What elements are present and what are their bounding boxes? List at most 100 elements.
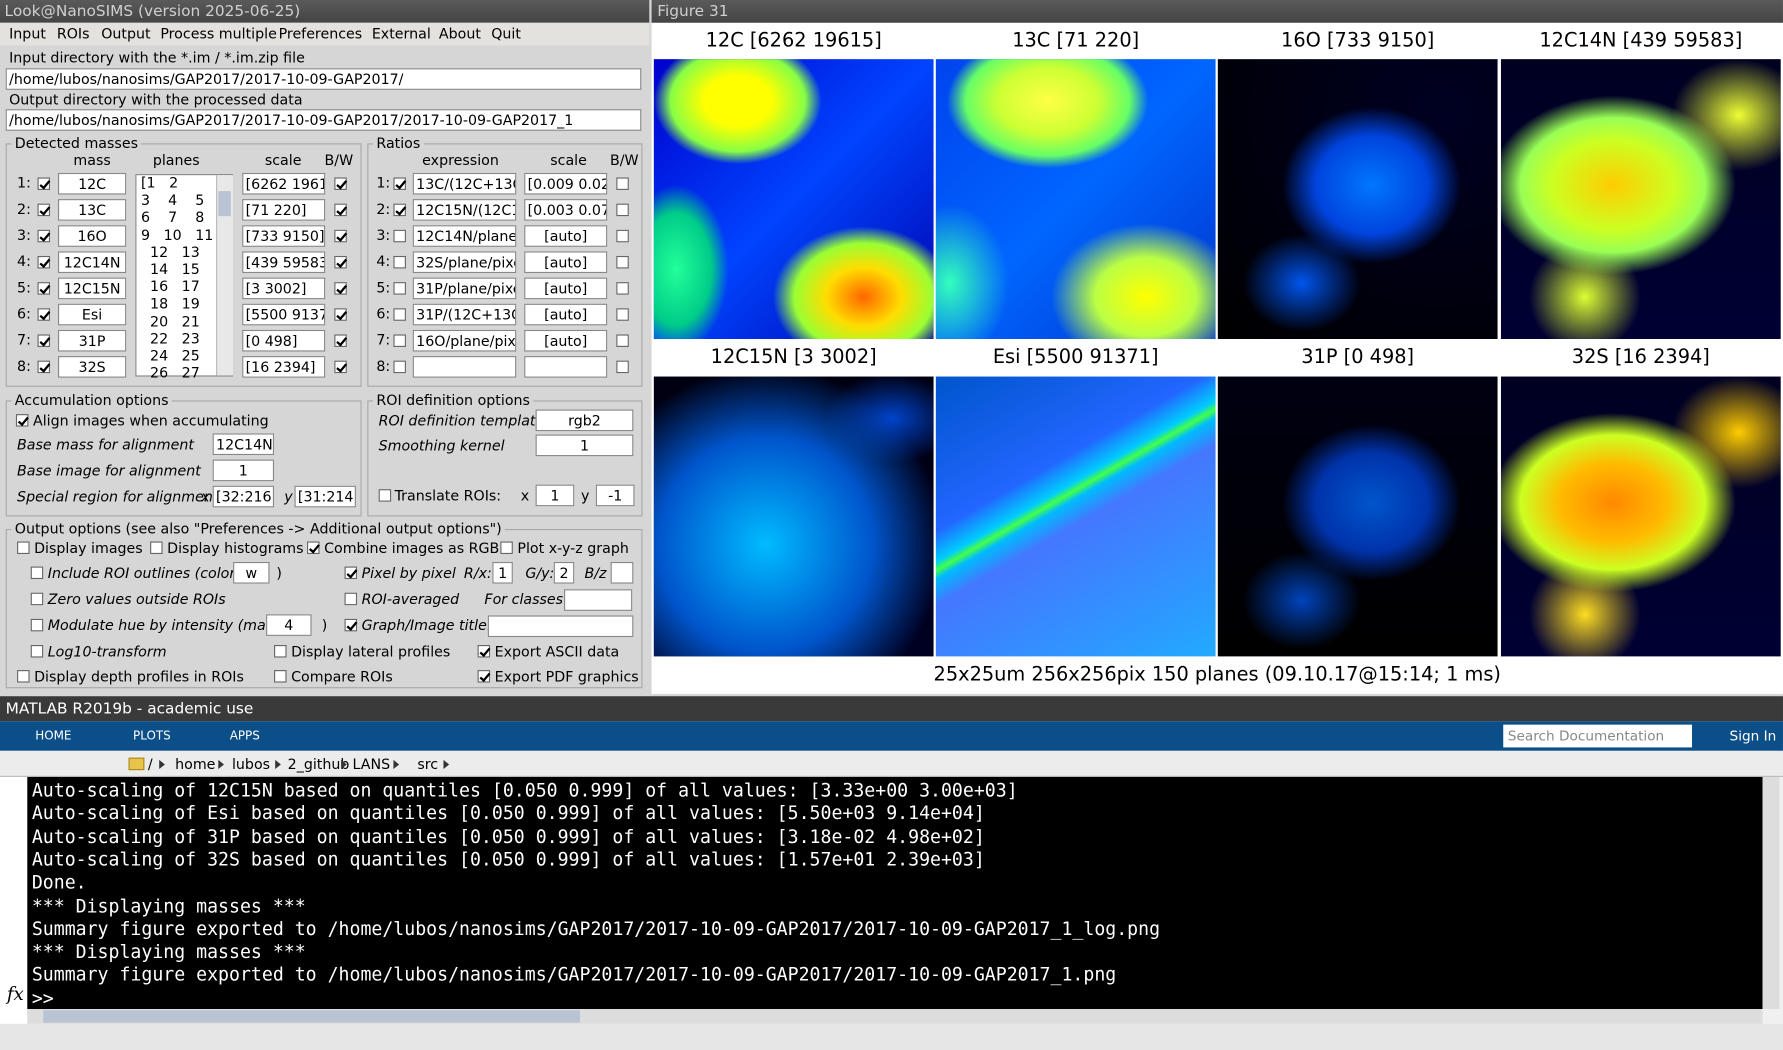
checkbox[interactable] (17, 541, 30, 555)
checkbox[interactable] (334, 229, 347, 243)
menu-item[interactable]: Process multiple (160, 25, 277, 43)
text-field[interactable]: 12C (57, 172, 127, 195)
text-field[interactable]: [733 9150] (242, 225, 326, 247)
checkbox[interactable] (30, 592, 44, 606)
text-field[interactable]: 31P/(12C+13C) (412, 303, 517, 326)
text-field[interactable]: 13C/(12C+13C) (412, 172, 517, 195)
text-field[interactable]: [auto] (524, 251, 608, 274)
text-field[interactable]: 1 (212, 459, 275, 482)
text-field[interactable]: 32S/plane/pixel (412, 251, 517, 274)
checkbox[interactable] (393, 282, 406, 295)
checkbox[interactable] (393, 334, 406, 347)
text-field[interactable]: [auto] (524, 277, 608, 300)
checkbox[interactable] (393, 229, 406, 243)
checkbox[interactable] (37, 282, 51, 295)
checkbox[interactable] (274, 670, 287, 683)
menu-item[interactable]: External (371, 25, 431, 43)
menu-item[interactable]: Preferences (278, 25, 363, 43)
checkbox[interactable] (616, 308, 629, 321)
text-field[interactable] (610, 561, 634, 584)
text-field[interactable]: 16O/plane/pixel (412, 329, 517, 352)
text-field[interactable]: 32S (57, 356, 127, 378)
path-item[interactable]: src (417, 755, 439, 773)
path-item[interactable]: 2_github (287, 755, 350, 773)
checkbox[interactable] (37, 308, 51, 321)
checkbox[interactable] (37, 203, 51, 217)
text-field[interactable]: [31:214] (294, 485, 356, 508)
text-field[interactable]: [0 498] (242, 329, 326, 352)
text-field[interactable]: 1 (535, 434, 634, 457)
checkbox[interactable] (344, 618, 358, 632)
checkbox[interactable] (500, 541, 513, 555)
text-field[interactable]: [6262 19615 (242, 172, 326, 195)
menu-item[interactable]: Output (101, 25, 151, 43)
checkbox[interactable] (37, 334, 51, 347)
text-field[interactable]: 16O (57, 225, 127, 247)
checkbox[interactable] (274, 645, 287, 658)
checkbox[interactable] (334, 203, 347, 217)
text-field[interactable]: 4 (266, 614, 312, 636)
menu-item[interactable]: Input (9, 25, 46, 43)
text-field[interactable]: 1 (535, 484, 575, 507)
checkbox[interactable] (616, 255, 629, 269)
checkbox[interactable] (37, 360, 51, 374)
text-field[interactable]: [0.003 0.07] (524, 199, 608, 221)
text-field[interactable]: 12C15N/(12C14 (412, 199, 517, 221)
checkbox[interactable] (17, 670, 30, 683)
checkbox[interactable] (616, 229, 629, 243)
checkbox[interactable] (334, 255, 347, 269)
checkbox[interactable] (150, 541, 163, 555)
checkbox[interactable] (616, 360, 629, 374)
checkbox[interactable] (334, 308, 347, 321)
text-field[interactable]: /home/lubos/nanosims/GAP2017/2017-10-09-… (5, 68, 642, 90)
text-field[interactable]: [71 220] (242, 199, 326, 221)
text-field[interactable]: 12C14N/plane/p (412, 225, 517, 247)
checkbox[interactable] (616, 282, 629, 295)
text-field[interactable]: 31P (57, 329, 127, 352)
text-field[interactable] (524, 356, 608, 378)
text-field[interactable]: 12C14N (57, 251, 127, 274)
text-field[interactable] (487, 615, 634, 638)
checkbox[interactable] (378, 489, 392, 502)
text-field[interactable]: [auto] (524, 225, 608, 247)
text-field[interactable]: 12C14N (212, 433, 275, 456)
checkbox[interactable] (334, 334, 347, 347)
checkbox[interactable] (393, 308, 406, 321)
checkbox[interactable] (616, 203, 629, 217)
text-field[interactable]: [0.009 0.025 (524, 172, 608, 195)
path-item[interactable]: / (147, 755, 153, 773)
text-field[interactable]: 1 (492, 561, 513, 584)
path-item[interactable]: LANS (352, 755, 391, 773)
checkbox[interactable] (334, 360, 347, 374)
text-field[interactable] (564, 589, 633, 611)
checkbox[interactable] (15, 414, 29, 427)
text-field[interactable]: rgb2 (535, 409, 634, 432)
menu-item[interactable]: ROIs (56, 25, 90, 43)
checkbox[interactable] (477, 670, 491, 683)
checkbox[interactable] (30, 618, 44, 632)
checkbox[interactable] (393, 203, 406, 217)
text-field[interactable] (412, 356, 517, 378)
text-field[interactable]: [32:216] (212, 485, 275, 508)
checkbox[interactable] (30, 645, 44, 658)
checkbox[interactable] (344, 566, 358, 580)
menu-item[interactable]: Quit (491, 25, 521, 43)
checkbox[interactable] (616, 334, 629, 347)
checkbox[interactable] (616, 177, 629, 190)
path-item[interactable]: home (175, 755, 216, 773)
checkbox[interactable] (307, 541, 320, 555)
checkbox[interactable] (30, 566, 44, 580)
path-item[interactable]: lubos (231, 755, 271, 773)
text-field[interactable]: 12C15N (57, 277, 127, 300)
menu-item[interactable]: About (438, 25, 481, 43)
text-field[interactable]: [16 2394] (242, 356, 326, 378)
checkbox[interactable] (334, 177, 347, 190)
text-field[interactable]: [439 59583] (242, 251, 326, 274)
checkbox[interactable] (334, 282, 347, 295)
text-field[interactable]: 31P/plane/pixel (412, 277, 517, 300)
checkbox[interactable] (37, 177, 51, 190)
text-field[interactable]: -1 (595, 484, 635, 507)
checkbox[interactable] (37, 255, 51, 269)
checkbox[interactable] (477, 645, 491, 658)
text-field[interactable]: /home/lubos/nanosims/GAP2017/2017-10-09-… (5, 109, 642, 131)
